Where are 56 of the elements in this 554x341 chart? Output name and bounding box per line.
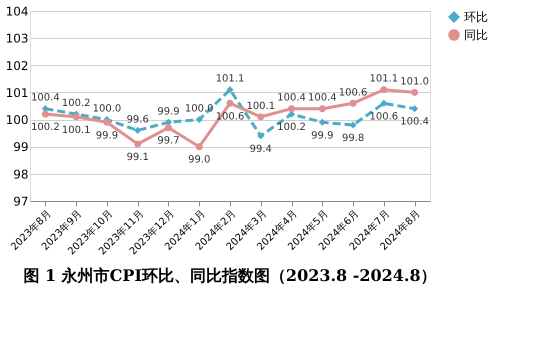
data-label: 100.4 bbox=[308, 92, 337, 104]
point bbox=[134, 126, 142, 134]
data-label: 101.1 bbox=[370, 74, 398, 85]
data-label: 99.4 bbox=[250, 144, 272, 155]
data-label: 100.0 bbox=[92, 104, 122, 115]
y-tick-label: 99 bbox=[13, 140, 28, 154]
point bbox=[134, 140, 142, 148]
data-label: 100.6 bbox=[338, 87, 368, 98]
data-label: 100.4 bbox=[277, 92, 306, 104]
data-label: 100.6 bbox=[370, 111, 398, 122]
point bbox=[196, 143, 203, 150]
point bbox=[257, 132, 264, 140]
point bbox=[380, 100, 388, 107]
data-label: 99.8 bbox=[342, 133, 364, 144]
point bbox=[350, 121, 357, 129]
data-label: 100.2 bbox=[31, 122, 60, 134]
point bbox=[226, 86, 234, 94]
legend-label: 同比 bbox=[464, 28, 488, 42]
data-label: 100.6 bbox=[216, 111, 244, 122]
point bbox=[164, 124, 172, 132]
data-label: 99.6 bbox=[126, 114, 149, 126]
text: 图 1 永州市CPI环比、同比指数图（2023.8 -2024.8） bbox=[23, 266, 437, 286]
point bbox=[380, 86, 388, 94]
data-label: 101.0 bbox=[400, 76, 429, 88]
y-tick-label: 104 bbox=[6, 4, 28, 18]
data-label: 99.1 bbox=[126, 152, 149, 163]
point bbox=[196, 116, 203, 124]
point bbox=[411, 105, 418, 112]
data-label: 99.9 bbox=[311, 130, 334, 142]
point bbox=[42, 110, 49, 118]
y-tick-label: 102 bbox=[6, 58, 28, 73]
data-label: 100.2 bbox=[277, 122, 306, 134]
point bbox=[72, 113, 80, 120]
data-label: 99.9 bbox=[157, 106, 180, 118]
data-label: 99.0 bbox=[188, 154, 210, 166]
data-label: 100.4 bbox=[31, 92, 60, 104]
point bbox=[257, 113, 264, 120]
point bbox=[103, 118, 110, 126]
data-label: 99.7 bbox=[157, 136, 180, 147]
y-tick-label: 101 bbox=[6, 86, 28, 100]
data-label: 101.1 bbox=[216, 74, 244, 85]
point bbox=[288, 105, 296, 112]
y-tick-label: 103 bbox=[6, 32, 28, 46]
point bbox=[350, 100, 357, 107]
data-label: 100.2 bbox=[62, 98, 90, 110]
data-label: 100.1 bbox=[62, 124, 90, 136]
y-tick-label: 98 bbox=[13, 167, 28, 182]
point bbox=[411, 88, 418, 96]
point bbox=[318, 105, 326, 112]
data-label: 100.4 bbox=[400, 116, 429, 128]
data-label: 99.9 bbox=[96, 130, 118, 142]
point bbox=[226, 100, 234, 107]
data-label: 100.1 bbox=[246, 100, 276, 112]
legend-label: 环比 bbox=[464, 10, 488, 24]
y-tick-label: 97 bbox=[13, 194, 28, 208]
y-tick-label: 100 bbox=[6, 113, 28, 128]
